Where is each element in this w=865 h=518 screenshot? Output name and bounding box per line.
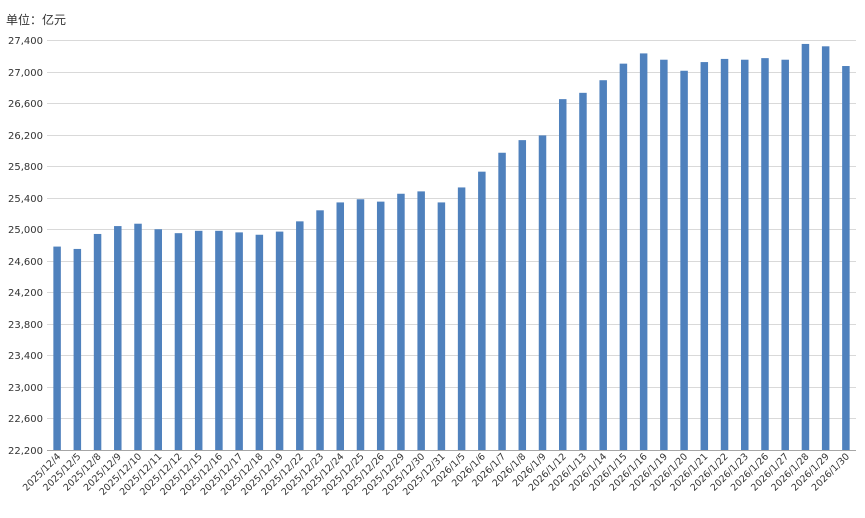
bar [579,92,587,450]
bar [619,63,628,451]
bars [53,43,850,451]
y-tick-label: 27,400 [8,36,43,47]
gridlines [47,40,856,419]
bar [781,59,789,451]
bar [235,232,243,450]
y-tick-label: 26,200 [8,131,43,142]
y-tick-label: 25,000 [8,225,43,236]
bar [316,210,324,450]
bar [114,226,122,450]
bar [194,230,203,450]
bar [842,66,850,451]
y-tick-label: 25,400 [8,194,43,205]
bar [761,58,769,450]
bar [660,59,668,451]
bar [154,229,162,450]
y-tick-label: 23,800 [8,320,43,331]
bar [457,187,466,450]
bar [356,199,365,450]
bar [639,53,648,451]
bar [720,58,729,451]
bar [174,233,183,450]
bar [498,152,506,450]
y-tick-label: 25,800 [8,162,43,173]
bar [275,231,284,450]
y-axis-tick-labels: 22,200 22,600 23,000 23,400 23,800 24,200 24,6… [8,36,43,457]
bar [801,43,810,450]
x-axis-tick-labels: 2025/12/42025/12/52025/12/82025/12/92025… [21,451,852,498]
bar [417,191,425,450]
bar [700,62,709,450]
y-tick-label: 22,200 [8,446,43,457]
bar [215,230,223,450]
bar [134,223,142,450]
bar [518,140,527,450]
bar [558,99,567,450]
bar [53,246,61,450]
y-tick-label: 26,600 [8,99,43,110]
bar [93,233,102,450]
bar [478,171,486,451]
y-tick-label: 23,000 [8,383,43,394]
bar [680,70,688,450]
bar [296,221,304,450]
bar [599,80,607,451]
bar [397,193,405,450]
y-tick-label: 23,400 [8,351,43,362]
bar [437,202,446,450]
bar [336,202,345,450]
unit-label: 单位：亿元 [6,13,67,27]
y-tick-label: 24,200 [8,288,43,299]
bar [255,234,264,450]
bar [741,59,749,451]
y-tick-label: 22,600 [8,414,43,425]
bar [538,135,547,450]
bar [821,46,830,451]
bar [73,248,82,450]
y-tick-label: 27,000 [8,68,43,79]
bar [376,201,385,450]
y-tick-label: 24,600 [8,257,43,268]
